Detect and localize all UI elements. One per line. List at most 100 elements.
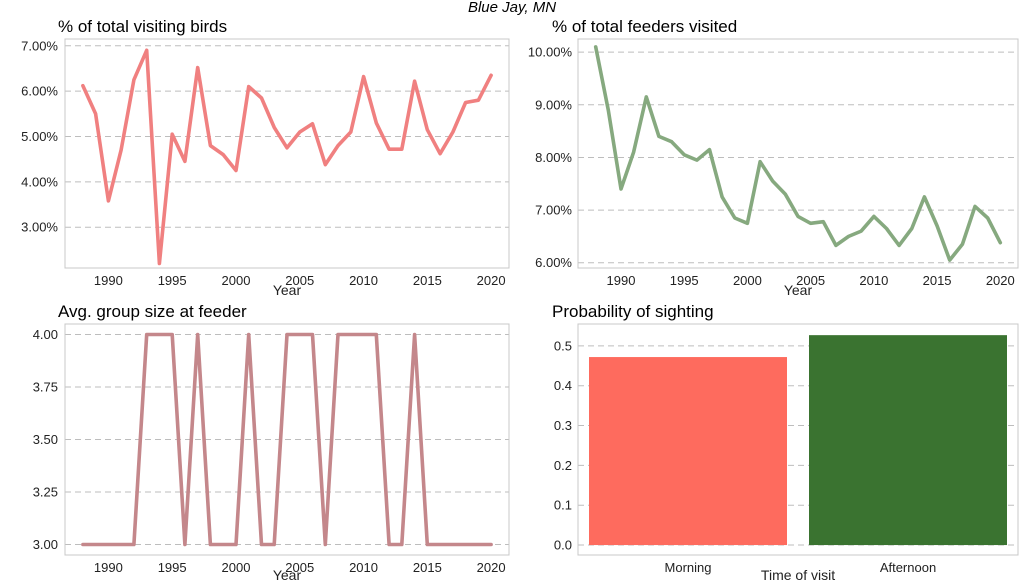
y-tick-label: 3.00% [21,220,58,235]
data-point [273,126,276,129]
data-point [413,80,416,83]
bar-morning [589,357,787,546]
x-axis-label: Year [273,282,302,298]
data-point [721,195,724,198]
data-point [948,259,951,262]
data-point [973,205,976,208]
data-point [400,148,403,151]
y-tick-label: 0.1 [554,498,572,513]
data-point [387,543,390,546]
x-tick-label: 1990 [94,560,123,575]
chart-panel-4: Probability of sighting 0.0 0.1 0.2 0.3 0.4 0.… [552,302,1019,583]
data-point [336,144,339,147]
data-point [234,169,237,172]
data-point [464,543,467,546]
data-point [145,333,148,336]
x-tick-label: 1995 [670,273,699,288]
data-point [758,160,761,163]
data-point [451,130,454,133]
data-point [349,333,352,336]
data-point [171,333,174,336]
data-point [594,45,597,48]
data-point [426,128,429,131]
data-point [81,84,84,87]
data-point [387,148,390,151]
y-tick-label: 0.4 [554,378,572,393]
data-point [158,262,161,265]
data-point [247,85,250,88]
data-point [120,543,123,546]
x-tick-label: 2015 [413,560,442,575]
data-point [898,244,901,247]
y-tick-label: 0.5 [554,338,572,353]
data-point [298,333,301,336]
y-tick-label: 0.3 [554,418,572,433]
y-tick-label: 0.0 [554,538,572,553]
data-point [961,243,964,246]
data-point [796,215,799,218]
data-point [860,230,863,233]
data-point [477,543,480,546]
y-tick-label: 3.75 [33,380,58,395]
data-point [439,152,442,155]
x-tick-label: 2000 [222,273,251,288]
y-tick-label: 9.00% [535,97,572,112]
x-tick-label: 2005 [796,273,825,288]
data-point [607,108,610,111]
data-point [107,199,110,202]
data-point [657,135,660,138]
data-point [632,151,635,154]
data-point [196,333,199,336]
x-axis-label: Time of visit [761,567,835,583]
data-point [145,49,148,52]
data-point [324,543,327,546]
data-point [234,543,237,546]
y-tick-label: 4.00% [21,174,58,189]
x-tick-label: 2010 [859,273,888,288]
chart-panel-1: % of total visiting birds 3.00% 4.00% 5.00%… [21,17,510,298]
data-point [834,244,837,247]
x-tick-label: 2000 [733,273,762,288]
x-tick-label: 1995 [158,560,187,575]
x-tick-label: Afternoon [880,560,936,575]
x-tick-label: 2015 [923,273,952,288]
data-point [285,146,288,149]
data-point [784,193,787,196]
y-tick-label: 8.00% [535,150,572,165]
data-point [260,543,263,546]
series-line [81,48,493,266]
data-point [439,543,442,546]
data-point [349,130,352,133]
data-point [923,195,926,198]
y-tick-label: 6.00% [535,255,572,270]
x-tick-label: 2015 [413,273,442,288]
data-point [413,333,416,336]
data-point [362,333,365,336]
data-point [222,153,225,156]
chart-panel-2: % of total feeders visited 6.00% 7.00% 8.00… [528,17,1019,298]
x-tick-label: 2010 [349,273,378,288]
data-point [683,153,686,156]
data-point [273,543,276,546]
data-point [490,543,493,546]
y-tick-label: 3.25 [33,485,58,500]
plot-frame [577,323,1019,556]
x-axis-label: Year [784,282,813,298]
y-tick-label: 4.00 [33,327,58,342]
data-point [872,215,875,218]
data-point [847,235,850,238]
data-point [746,222,749,225]
data-point [183,543,186,546]
data-point [885,227,888,230]
data-point [324,163,327,166]
data-point [375,121,378,124]
y-tick-label: 3.50 [33,432,58,447]
data-point [285,333,288,336]
data-point [935,224,938,227]
data-point [81,543,84,546]
data-point [426,543,429,546]
data-point [247,333,250,336]
y-tick-label: 6.00% [21,84,58,99]
plot-frame [64,323,510,556]
plot-frame [64,38,510,269]
